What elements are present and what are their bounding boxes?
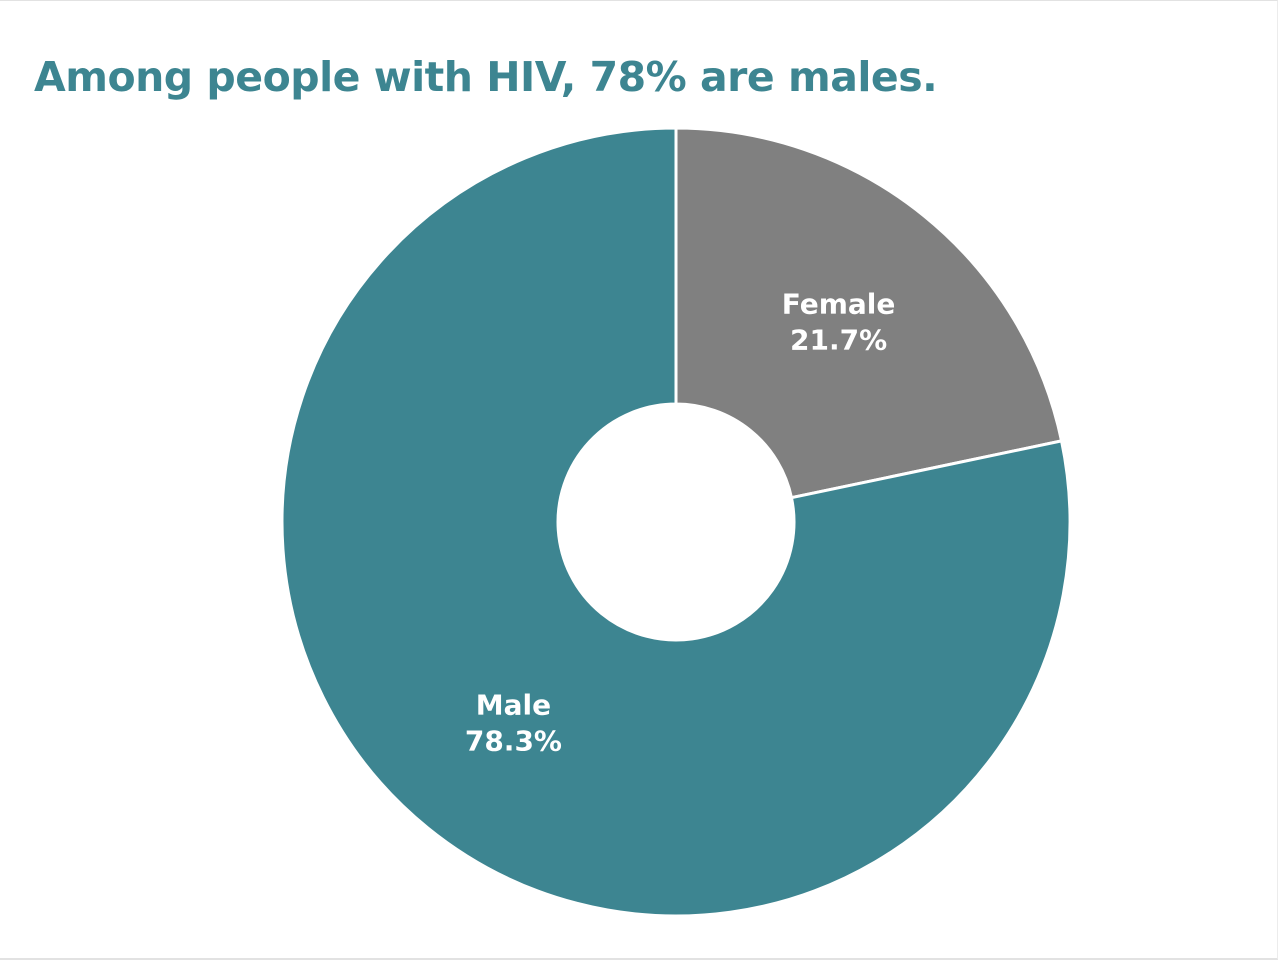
donut-slices	[280, 126, 1072, 918]
slice-label-male: Male 78.3%	[465, 688, 562, 757]
slice-female	[674, 126, 1064, 500]
slice-name: Female	[782, 288, 896, 321]
chart-title: Among people with HIV, 78% are males.	[34, 53, 938, 101]
slice-male	[280, 126, 1072, 918]
slice-value: 78.3%	[465, 724, 562, 757]
donut-labels: Female 21.7% Male 78.3%	[465, 288, 896, 758]
slice-name: Male	[476, 688, 551, 721]
slice-label-female: Female 21.7%	[782, 288, 896, 357]
slice-value: 21.7%	[790, 324, 887, 357]
